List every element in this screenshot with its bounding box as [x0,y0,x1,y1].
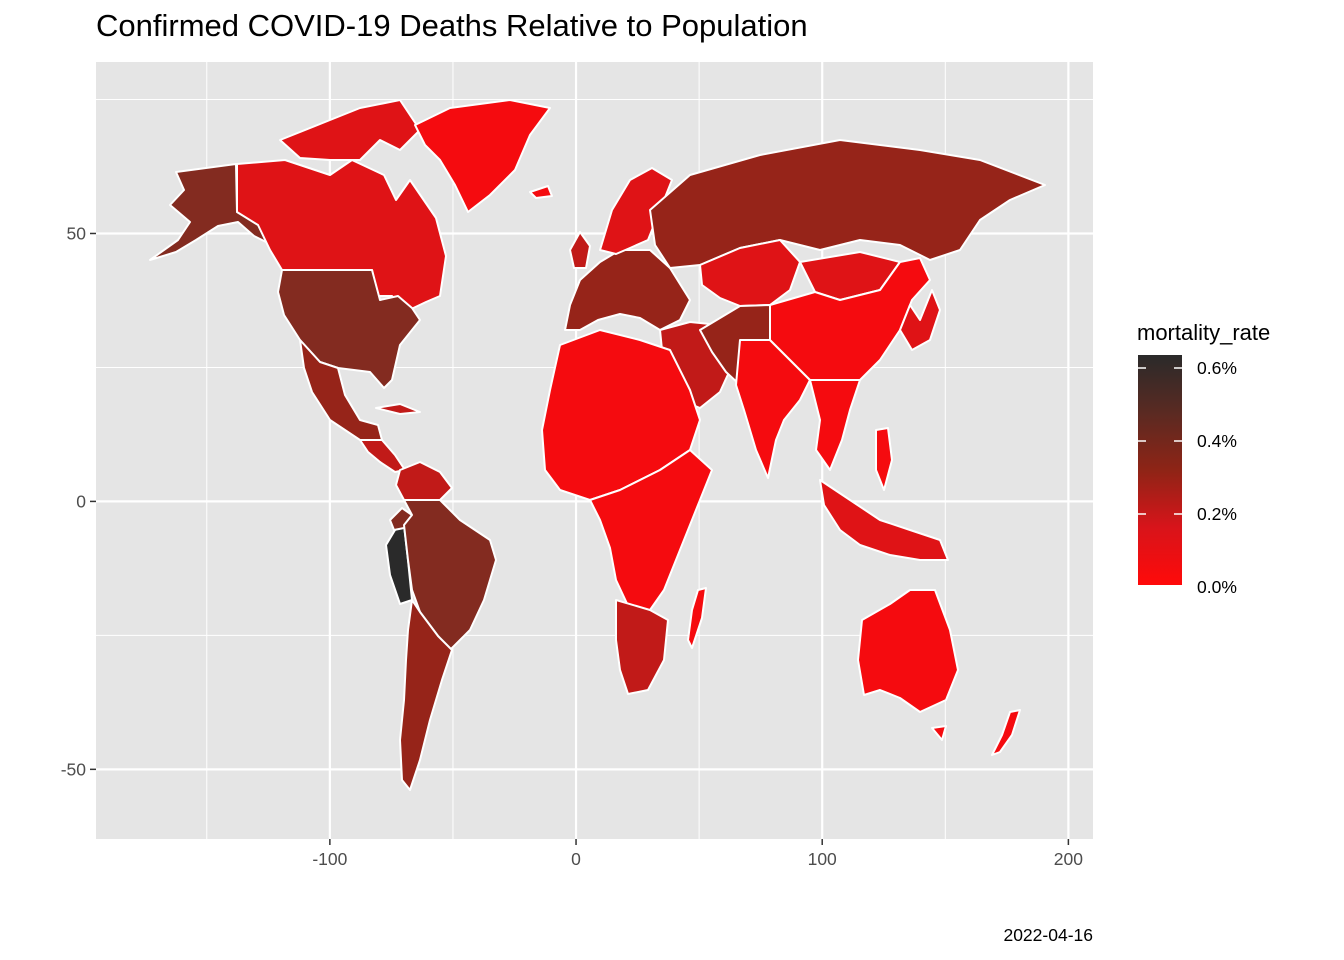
x-tick-label: 0 [571,849,581,869]
x-tick-label: -100 [312,849,347,869]
y-tick-label: -50 [61,759,87,779]
legend-label: 0.0% [1197,577,1237,597]
region-southern-africa [615,599,669,695]
x-tick-label: 200 [1054,849,1083,869]
region-australia [857,589,959,713]
grid-lines [96,62,1093,839]
region-madagascar [687,587,707,649]
region-philippines [875,427,893,491]
region-kazakhstan [699,239,801,307]
x-tick-label: 100 [808,849,837,869]
region-tasmania [931,725,947,741]
region-japan [899,289,941,351]
region-argentina-chile [399,599,453,791]
region-sub-saharan-africa [589,449,713,611]
map-title: Confirmed COVID-19 Deaths Relative to Po… [96,8,808,43]
region-mexico [299,339,383,441]
legend-title: mortality_rate [1137,320,1270,345]
region-new-zealand [991,709,1021,756]
region-united-states [277,269,421,389]
region-canada [236,159,447,313]
axes: -100 0 100 200 -50 0 50 [61,223,1084,869]
countries [149,99,1046,791]
y-tick-label: 0 [76,491,86,511]
legend-label: 0.6% [1197,358,1237,378]
caption-date: 2022-04-16 [1003,925,1093,945]
region-caribbean [375,403,421,415]
legend-label: 0.4% [1197,431,1237,451]
region-indonesia [819,479,949,561]
region-greenland [414,99,551,213]
region-southeast-asia [809,379,861,471]
legend-colorbar [1138,355,1182,585]
y-tick-label: 50 [67,223,87,243]
region-canada-islands [279,99,421,161]
region-europe [564,249,691,331]
legend-label: 0.2% [1197,504,1237,524]
legend: mortality_rate 0.6% 0.4% 0.2% 0.0% [1137,320,1270,597]
region-iceland [529,185,553,199]
region-uk-ireland [569,231,591,269]
